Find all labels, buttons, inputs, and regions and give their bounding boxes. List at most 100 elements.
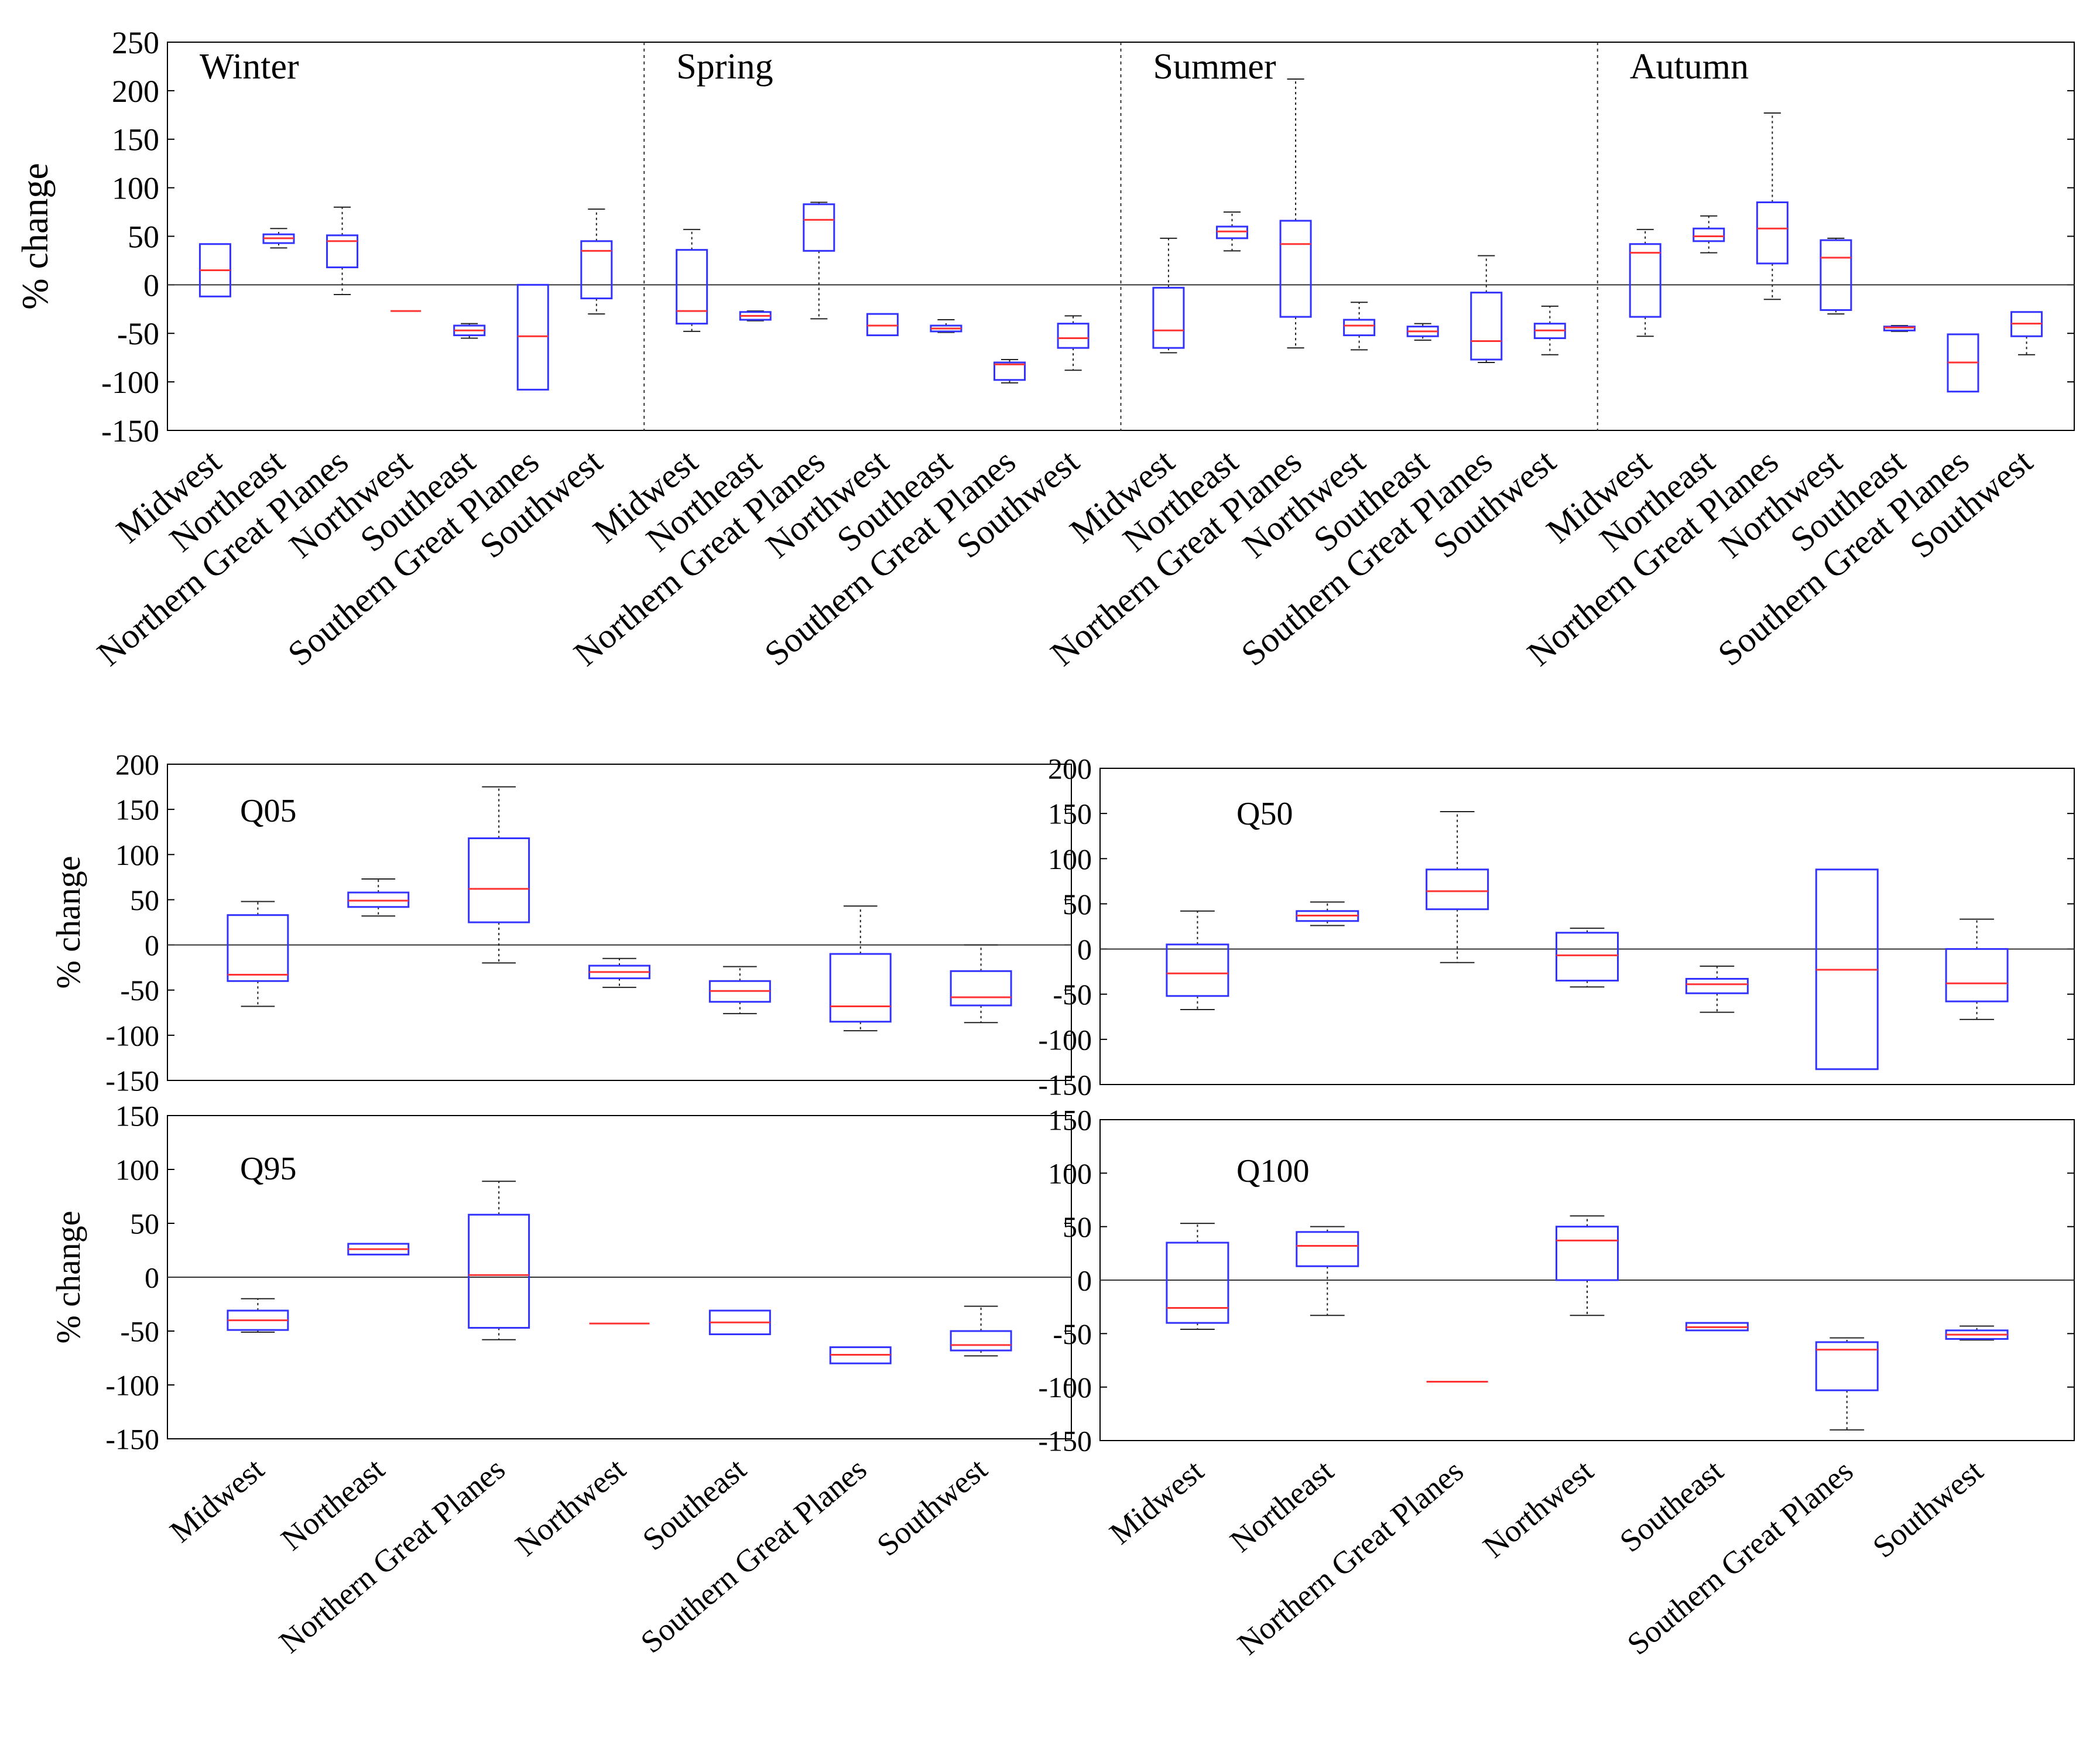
iqr-box [347,891,410,908]
iqr-box [829,953,892,1023]
iqr-box [866,313,899,337]
iqr-box [950,1330,1012,1352]
y-axis-label: % change [49,1210,87,1343]
box-southeast [708,966,771,1014]
y-tick-label: 150 [112,122,159,158]
y-tick-label: -100 [1038,1371,1092,1404]
x-tick-label-northeast: Northeast [1224,1453,1340,1559]
iqr-box [468,1213,530,1329]
panel-title: Q95 [240,1151,296,1187]
box-southwest [2010,311,2043,355]
x-tick-label-southeast: Southeast [636,1451,752,1557]
x-tick-label-northwest: Northwest [509,1451,632,1563]
iqr-box [1279,220,1312,318]
x-tick-label-northwest: Northwest [1476,1453,1600,1565]
iqr-box [1215,225,1248,240]
y-tick-label: -50 [120,1315,159,1348]
y-tick-label: 0 [145,1261,159,1294]
iqr-box [468,837,530,923]
iqr-box [994,361,1026,381]
y-tick-label: -150 [101,413,159,449]
iqr-box [803,203,835,252]
y-tick-label: 50 [1063,1210,1092,1243]
iqr-box [1629,243,1661,318]
box-southeast [930,319,962,333]
iqr-box [1815,1341,1879,1391]
y-tick-label: 200 [1048,752,1092,785]
box-northwest [1556,1215,1619,1316]
x-tick-label-southeast: Southeast [1613,1453,1729,1559]
y-tick-label: 250 [112,25,159,60]
y-tick-label: 0 [1077,1264,1092,1297]
box-southwest [1057,315,1090,371]
chart-panel-q100: 150 100 50 0 -50 -100 -150 Q100 Midwest Northeast… [1038,1104,2075,1662]
y-tick-label: -150 [1038,1425,1092,1458]
x-tick-label-southwest: Southwest [1866,1453,1989,1565]
y-tick-label: -50 [117,316,159,351]
y-tick-label: -50 [1053,978,1092,1011]
iqr-box [1057,323,1090,349]
box-northwest [1343,302,1376,351]
box-southeast [1883,324,1916,332]
y-tick-label: 100 [115,1154,159,1186]
box-midwest [1152,237,1185,354]
panel-title: Q50 [1236,796,1293,832]
box-southern-great-planes [994,359,1026,384]
box-northwest [1820,237,1852,315]
box-northern-great-planes [1279,78,1312,349]
y-axis-label: % change [14,163,56,310]
box-midwest [198,243,231,297]
x-tick-label-northern-great-planes: Northern Great Planes [272,1451,511,1660]
y-tick-label: -100 [1038,1023,1092,1056]
iqr-box [1470,292,1503,361]
box-northwest [588,957,650,988]
box-northeast [1215,211,1248,252]
y-tick-label: 0 [1077,933,1092,966]
y-tick-label: 50 [130,884,159,916]
box-northern-great-planes [803,201,835,320]
x-tick-label-southern-great-planes: Southern Great Planes [1621,1453,1859,1661]
box-northeast [347,1243,410,1256]
y-tick-label: 150 [1048,1104,1092,1137]
chart-panel-q50: 200 150 100 50 0 -50 -100 -150 Q50 [1038,752,2075,1102]
box-southwest [950,1305,1012,1357]
y-tick-label: -50 [120,974,159,1007]
box-southeast [453,323,486,339]
box-northeast [347,878,410,917]
iqr-box [676,249,708,325]
y-tick-label: -150 [105,1065,159,1097]
y-tick-label: -150 [105,1423,159,1456]
y-tick-label: 50 [128,219,159,254]
box-midwest [1166,1223,1229,1330]
x-tick-label-southwest: Southwest [870,1451,994,1563]
y-tick-label: -100 [101,365,159,400]
box-northern-great-planes [326,206,359,295]
box-northern-great-planes [1756,112,1789,300]
y-tick-label: 150 [1048,798,1092,830]
y-tick-label: 100 [115,839,159,871]
plot-frame [167,764,1072,1081]
x-tick-label-midwest: Midwest [163,1451,270,1549]
box-northeast [1296,901,1359,926]
y-tick-label: 0 [145,929,159,962]
plot-frame [1099,768,2075,1085]
box-northeast [739,310,772,321]
box-southwest [580,208,613,315]
y-tick-label: -50 [1053,1318,1092,1350]
box-southeast [1685,965,1749,1013]
box-southern-great-planes [1815,1337,1879,1431]
x-tick-label-northeast: Northeast [275,1451,391,1557]
box-southeast [1406,323,1439,341]
iqr-box [1296,1231,1359,1267]
box-southeast [1685,1322,1749,1332]
iqr-box [1756,201,1789,265]
iqr-box [1556,932,1619,982]
iqr-box [326,234,359,269]
iqr-box [1166,943,1229,997]
box-midwest [1166,910,1229,1010]
panel-title: Q05 [240,793,296,829]
box-southwest [1945,918,2009,1020]
y-axis-label: % change [49,856,87,988]
y-tick-label: 100 [1048,1157,1092,1190]
